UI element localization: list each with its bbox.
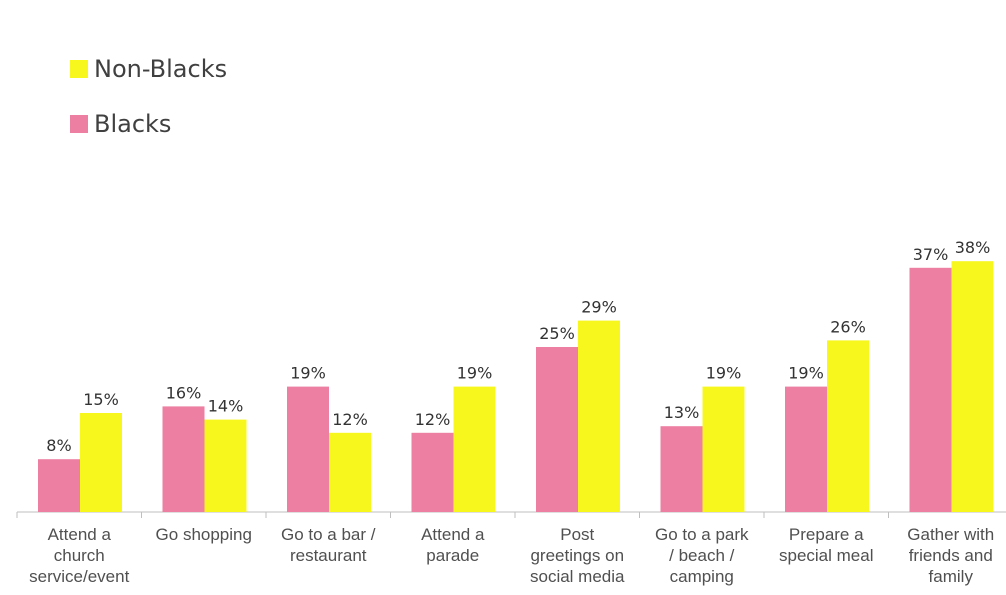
- data-label: 12%: [332, 410, 368, 429]
- data-label: 15%: [83, 390, 119, 409]
- category-label: Go shopping: [156, 525, 252, 544]
- bar-blacks-7: [909, 267, 952, 512]
- legend-swatch-blacks: [70, 115, 88, 133]
- data-label: 13%: [664, 403, 700, 422]
- data-label: 38%: [955, 238, 991, 257]
- bar-non-blacks-5: [702, 386, 745, 512]
- data-label: 26%: [830, 317, 866, 336]
- bar-non-blacks-7: [951, 261, 994, 512]
- data-label: 8%: [46, 436, 71, 455]
- category-label: Attend a church service/event: [29, 525, 129, 586]
- legend-label-non-blacks: Non-Blacks: [94, 55, 228, 83]
- data-label: 37%: [913, 245, 949, 264]
- bar-non-blacks-2: [329, 432, 371, 512]
- legend-item-blacks: Blacks: [70, 110, 171, 138]
- category-label: Go to a bar / restaurant: [281, 525, 376, 565]
- bar-blacks-1: [162, 406, 205, 512]
- category-label: Go to a park / beach / camping: [655, 525, 749, 586]
- bar-blacks-5: [660, 426, 703, 512]
- bar-blacks-0: [38, 459, 80, 512]
- legend-label-blacks: Blacks: [94, 110, 172, 138]
- bar-non-blacks-3: [453, 386, 496, 512]
- data-label: 12%: [415, 410, 451, 429]
- category-label: Gather with friends and family: [907, 525, 994, 586]
- data-label: 16%: [166, 383, 202, 402]
- data-label: 29%: [581, 298, 617, 317]
- legend-item-non-blacks: Non-Blacks: [70, 55, 227, 83]
- category-label: Attend a parade: [421, 525, 485, 565]
- bar-blacks-4: [536, 347, 578, 512]
- bar-non-blacks-4: [578, 320, 620, 512]
- data-label: 19%: [788, 364, 824, 383]
- data-label: 19%: [290, 364, 326, 383]
- data-label: 25%: [539, 324, 575, 343]
- bar-blacks-6: [785, 386, 827, 512]
- data-label: 19%: [457, 364, 493, 383]
- category-label: Prepare a special meal: [779, 525, 874, 565]
- category-label: Post greetings on social media: [530, 525, 625, 586]
- data-label: 14%: [208, 397, 244, 416]
- bar-non-blacks-0: [80, 413, 122, 512]
- legend-swatch-non-blacks: [70, 60, 88, 78]
- data-label: 19%: [706, 364, 742, 383]
- bar-non-blacks-1: [204, 419, 247, 512]
- bar-blacks-2: [287, 386, 329, 512]
- bar-blacks-3: [411, 432, 454, 512]
- bar-non-blacks-6: [827, 340, 869, 512]
